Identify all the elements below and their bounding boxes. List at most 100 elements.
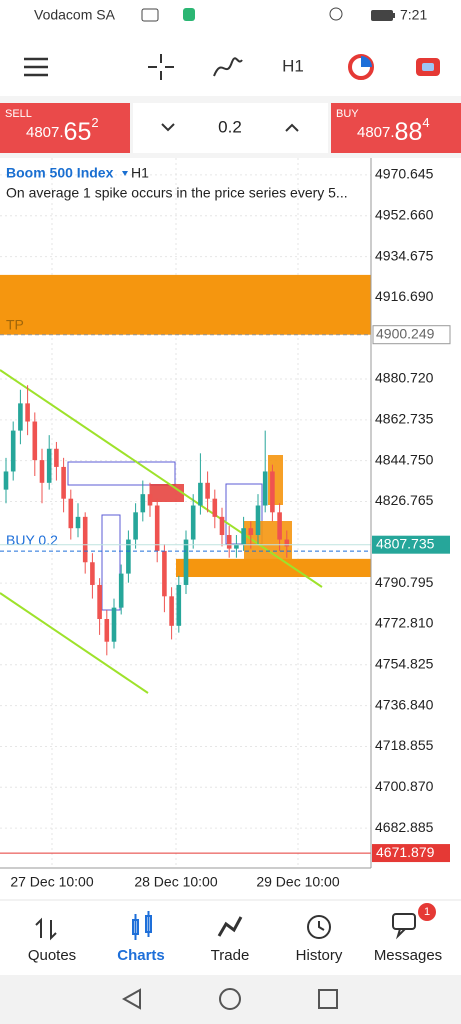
y-tick-label: 4790.795 [375, 574, 434, 590]
y-tick-label: 4826.765 [375, 492, 434, 508]
candle-body [82, 516, 88, 563]
candle-body [284, 539, 290, 547]
candle-body [219, 516, 225, 536]
symbol-dropdown[interactable] [122, 171, 128, 176]
candle-body [54, 448, 59, 467]
candle-body [147, 494, 153, 506]
nav-item[interactable]: Messages [374, 947, 442, 964]
bid-price: 4807.735 [376, 535, 435, 551]
y-tick-label: 4682.885 [375, 819, 434, 835]
crosshair-button[interactable] [148, 54, 174, 80]
trade-button[interactable] [416, 58, 440, 76]
candle-body [61, 466, 66, 499]
candle-body [205, 482, 210, 499]
y-tick-label: 4916.690 [375, 288, 434, 304]
zone [176, 558, 371, 578]
y-tick-label: 4970.645 [375, 166, 434, 182]
y-tick-label: 4844.750 [375, 451, 434, 467]
candle-body [133, 512, 138, 540]
candle-body [198, 482, 203, 506]
price-sup: 2 [91, 115, 98, 130]
status-icons [141, 7, 395, 22]
candle-body [226, 535, 232, 549]
tp-price: 4900.249 [376, 325, 435, 341]
home-button[interactable] [219, 988, 241, 1010]
objects-button[interactable] [348, 54, 374, 80]
y-tick-label: 4952.660 [375, 206, 434, 222]
buy-button[interactable]: BUY 4807.884 [331, 103, 461, 153]
price-big: 65 [64, 118, 92, 146]
system-nav [0, 975, 461, 1024]
candle-body [126, 539, 131, 574]
nav-item[interactable]: Quotes [28, 947, 76, 964]
price-sup: 4 [422, 115, 429, 130]
x-tick-label: 29 Dec 10:00 [256, 874, 339, 890]
drawing-box [67, 461, 176, 486]
buy-price: 4807.884 [357, 115, 430, 145]
back-button[interactable] [121, 988, 141, 1010]
icons [35, 911, 416, 941]
recents-button[interactable] [318, 989, 338, 1009]
candle-body [162, 550, 167, 597]
candle-body [176, 584, 182, 626]
x-tick-label: 27 Dec 10:00 [10, 874, 93, 890]
candle-body [25, 403, 30, 422]
description: On average 1 spike occurs in the price s… [6, 185, 348, 201]
tp-zone [0, 274, 371, 335]
y-tick-label: 4718.855 [375, 737, 434, 753]
drawing-box [150, 484, 184, 502]
menu-button[interactable] [24, 57, 48, 77]
nav-item[interactable]: Charts [117, 947, 165, 964]
candle-body [248, 528, 254, 536]
candle-body [90, 562, 95, 585]
y-tick-label: 4700.870 [375, 778, 434, 794]
candle-body [270, 471, 275, 513]
candle-body [169, 596, 174, 626]
sell-button[interactable]: SELL 4807.652 [0, 103, 130, 153]
y-tick-label: 4736.840 [375, 696, 434, 712]
candle-body [277, 512, 282, 540]
lot-down[interactable] [161, 123, 175, 132]
sell-price: 4807.652 [26, 115, 99, 145]
tp-price-box [372, 325, 451, 345]
x-tick-label: 28 Dec 10:00 [134, 874, 217, 890]
indicators-button[interactable] [213, 57, 243, 77]
sell-label: SELL [5, 108, 32, 120]
position-label: BUY 0.2 [6, 532, 58, 548]
chart: 4970.645 4952.660 4934.675 4916.690 4880.720… [0, 158, 451, 868]
price-main: 4807. [357, 124, 395, 141]
candle-body [118, 573, 124, 608]
candle-body [111, 607, 117, 642]
timeframe-button[interactable]: H1 [282, 56, 304, 75]
candle-body [68, 498, 74, 529]
y-tick-label: 4754.825 [375, 655, 434, 671]
candle-body [154, 505, 160, 551]
candle-body [39, 460, 45, 483]
candle-body [10, 430, 16, 472]
bid-box [372, 535, 450, 554]
candle-body [46, 448, 52, 483]
carrier: Vodacom SA [34, 7, 116, 23]
y-tick-label: 4934.675 [375, 247, 434, 263]
candle-body [140, 494, 146, 513]
candle-body [32, 421, 38, 461]
price-main: 4807. [26, 124, 64, 141]
candle-body [190, 505, 196, 540]
bottom-nav: Quotes Charts Trade History Messages 1 [28, 903, 442, 964]
y-tick-label: 4862.735 [375, 411, 434, 427]
candle-body [183, 539, 189, 585]
candle-body [97, 584, 102, 620]
nav-item[interactable]: Trade [211, 947, 250, 964]
stop-box [372, 844, 450, 863]
candle-body [104, 619, 110, 642]
lot-value[interactable]: 0.2 [218, 117, 242, 136]
price-big: 88 [395, 118, 423, 146]
candle-body [262, 471, 268, 506]
candle-body [212, 498, 218, 517]
nav-item[interactable]: History [296, 947, 343, 964]
lot-up[interactable] [285, 123, 299, 132]
candle-body [241, 528, 246, 545]
stop-price: 4671.879 [376, 844, 435, 860]
y-tick-label: 4772.810 [375, 615, 434, 631]
